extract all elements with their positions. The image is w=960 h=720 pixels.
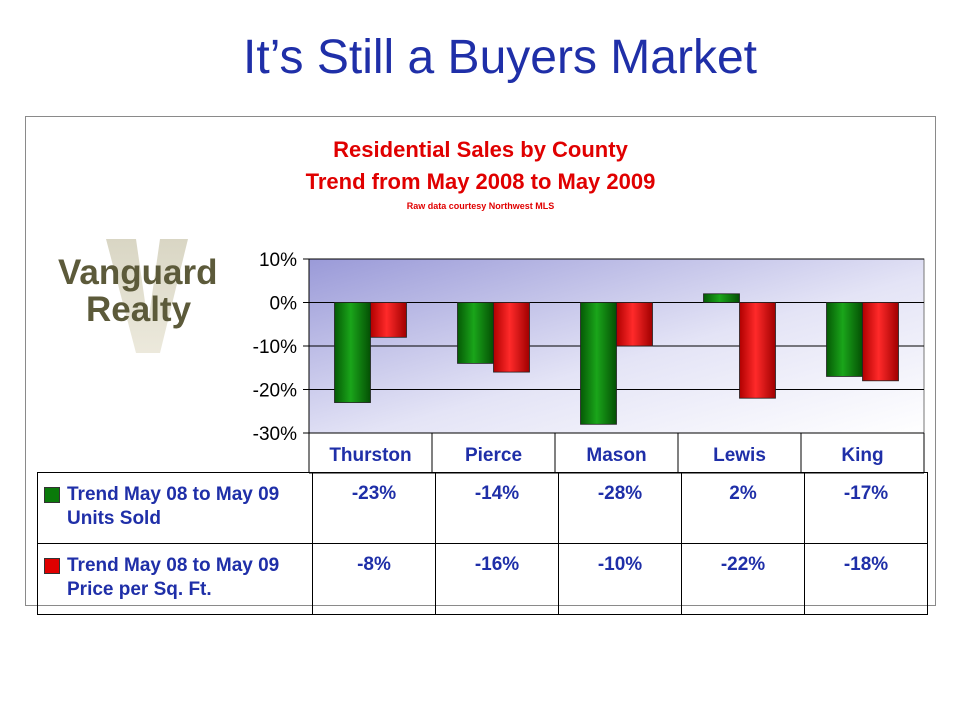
table-cell: -18% xyxy=(804,543,928,615)
bar-price-per-sqft xyxy=(739,302,776,399)
y-tick-label: -20% xyxy=(253,381,297,402)
chart-container: Residential Sales by County Trend from M… xyxy=(25,116,936,615)
table-cell: -28% xyxy=(558,472,682,544)
bar-price-per-sqft xyxy=(862,302,899,382)
legend-label-units-sold: Trend May 08 to May 09 Units Sold xyxy=(67,484,280,529)
table-cell: 2% xyxy=(681,472,805,544)
table-cell: -17% xyxy=(804,472,928,544)
slide-title: It’s Still a Buyers Market xyxy=(243,31,757,84)
chart-title: Residential Sales by County xyxy=(333,137,628,162)
row-label-price-per-sqft: Trend May 08 to May 09 Price per Sq. Ft. xyxy=(37,543,313,615)
table-row-units-sold: Trend May 08 to May 09 Units Sold -23% -… xyxy=(37,472,928,544)
vanguard-realty-logo: Vanguard Realty xyxy=(48,235,226,357)
table-cell: -22% xyxy=(681,543,805,615)
y-tick-label: -30% xyxy=(253,424,297,445)
bar-units-sold xyxy=(334,302,371,403)
bar-units-sold xyxy=(826,302,863,377)
bar-units-sold xyxy=(703,293,740,303)
logo-text-line1: Vanguard xyxy=(58,253,218,292)
legend-key-green xyxy=(44,487,60,503)
category-label: Thurston xyxy=(329,445,411,466)
bar-price-per-sqft xyxy=(616,302,653,347)
bar-chart-plot: 10% 0% -10% -20% -30% Thurston Pierce Mason Lewi… xyxy=(253,250,925,474)
logo-text-line2: Realty xyxy=(86,290,192,329)
y-tick-label: 10% xyxy=(259,250,297,271)
category-label: King xyxy=(841,445,883,466)
chart-data-table: Trend May 08 to May 09 Units Sold -23% -… xyxy=(37,472,928,615)
chart-source-note: Raw data courtesy Northwest MLS xyxy=(406,201,555,211)
table-cell: -8% xyxy=(312,543,436,615)
table-cell: -23% xyxy=(312,472,436,544)
logo-v-mark xyxy=(106,239,188,353)
chart-subtitle: Trend from May 2008 to May 2009 xyxy=(305,169,656,194)
bar-units-sold xyxy=(580,302,617,425)
table-cell: -10% xyxy=(558,543,682,615)
bar-price-per-sqft xyxy=(370,302,407,338)
legend-label-price-per-sqft: Trend May 08 to May 09 Price per Sq. Ft. xyxy=(67,555,280,600)
table-row-price-per-sqft: Trend May 08 to May 09 Price per Sq. Ft.… xyxy=(37,543,928,615)
y-tick-label: 0% xyxy=(270,294,298,315)
legend-key-red xyxy=(44,558,60,574)
table-cell: -16% xyxy=(435,543,559,615)
category-label: Lewis xyxy=(713,445,766,466)
category-label: Mason xyxy=(586,445,646,466)
category-label: Pierce xyxy=(465,445,522,466)
y-tick-label: -10% xyxy=(253,337,297,358)
bar-units-sold xyxy=(457,302,494,364)
bar-price-per-sqft xyxy=(493,302,530,373)
table-cell: -14% xyxy=(435,472,559,544)
row-label-units-sold: Trend May 08 to May 09 Units Sold xyxy=(37,472,313,544)
